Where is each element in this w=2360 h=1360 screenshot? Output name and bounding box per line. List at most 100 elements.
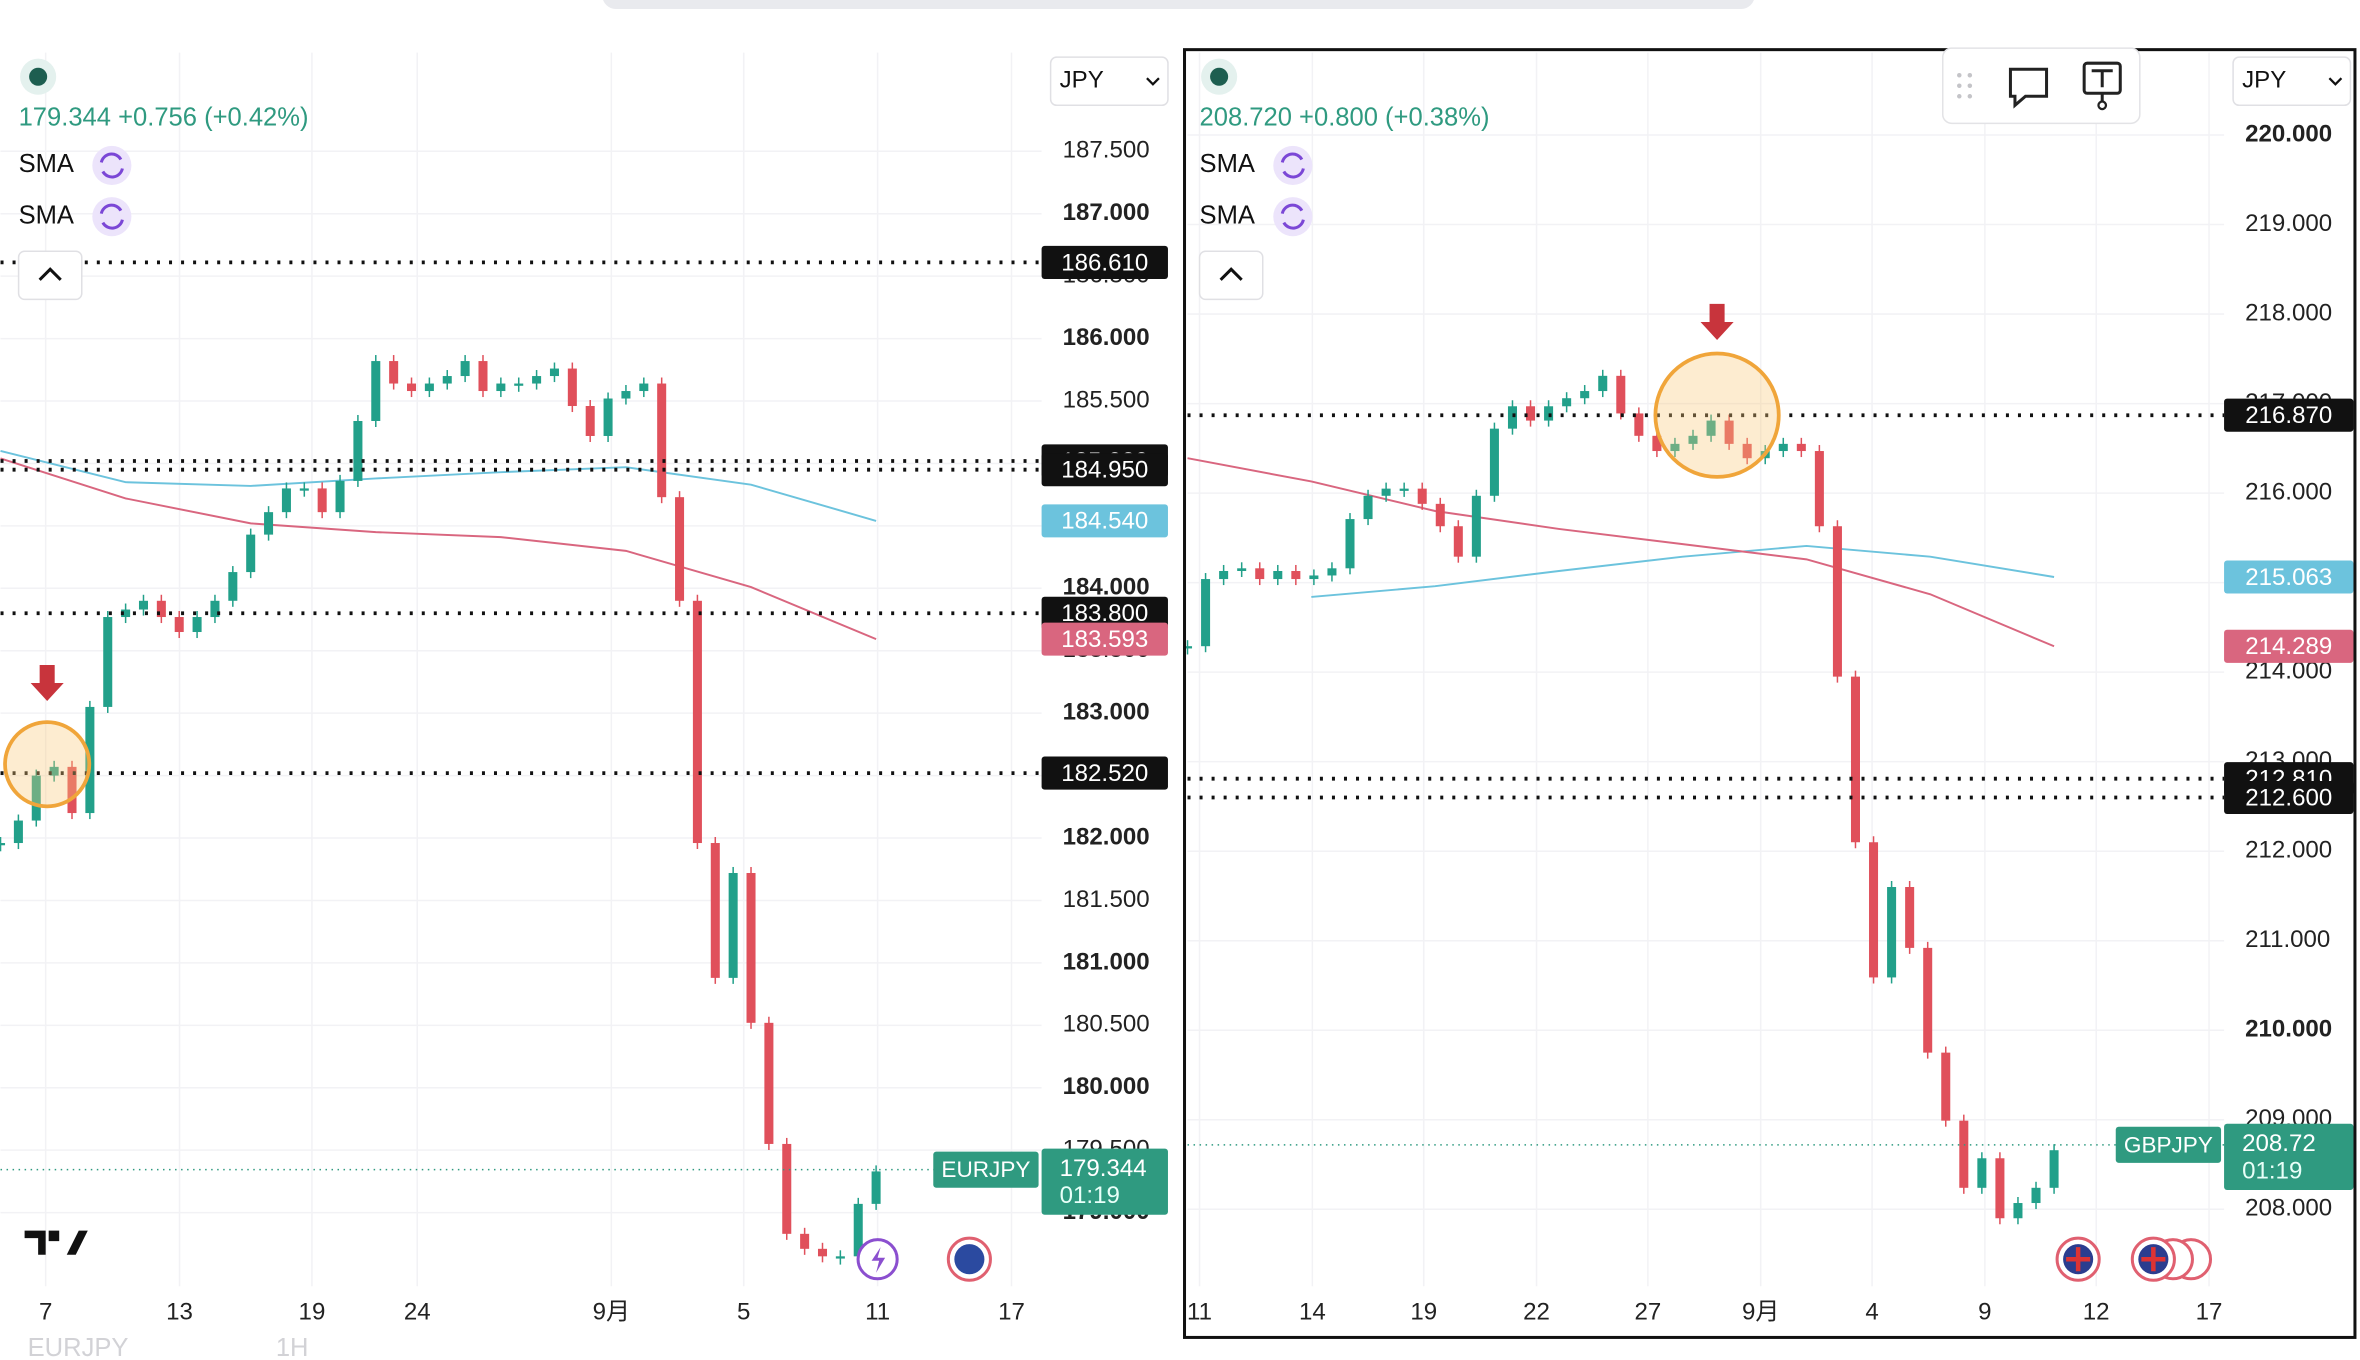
status-dot	[29, 67, 48, 86]
sma-badge-bg	[1041, 622, 1168, 656]
indicator-icon[interactable]	[92, 145, 132, 186]
indicator-name[interactable]: SMA	[1200, 150, 1255, 178]
candle-body	[1778, 443, 1788, 452]
indicator-name[interactable]: SMA	[19, 201, 74, 229]
drawing-toolbar	[1941, 47, 2141, 125]
candle-body	[1562, 398, 1572, 407]
price-badge-bg	[2224, 1123, 2354, 1190]
x-tick-label: 11	[865, 1299, 890, 1326]
candle-body	[121, 609, 131, 618]
x-tick-label: 9月	[1742, 1299, 1779, 1326]
candle-body	[210, 600, 220, 618]
x-tick-label: 9	[1978, 1299, 1991, 1326]
candle-body	[782, 1143, 792, 1234]
candle-body	[1941, 1052, 1951, 1121]
y-tick-label: 210.000	[2245, 1016, 2332, 1043]
candle-body	[478, 361, 488, 392]
dropdown-caret	[1146, 77, 1160, 86]
candle-body	[1526, 406, 1536, 421]
candle-body	[853, 1203, 863, 1257]
candle-body	[1489, 428, 1499, 496]
text-tool-button[interactable]	[2082, 61, 2122, 111]
candle-body	[335, 480, 345, 513]
candle-body	[67, 766, 77, 814]
candle-body	[657, 383, 667, 498]
candle-body	[871, 1171, 881, 1204]
x-tick-label: 14	[1299, 1299, 1326, 1326]
symbol-tag: GBPJPY	[2124, 1132, 2213, 1157]
candle-body	[1327, 568, 1337, 576]
eu-flag-icon[interactable]	[946, 1236, 992, 1282]
candle-body	[299, 488, 309, 491]
x-tick-label: 22	[1523, 1299, 1550, 1326]
indicator-name[interactable]: SMA	[19, 150, 74, 178]
candle-body	[1652, 435, 1662, 452]
candle-body	[514, 383, 524, 386]
collapse-button[interactable]	[17, 250, 83, 301]
currency-dropdown[interactable]	[1049, 56, 1169, 107]
candle-body	[1706, 420, 1716, 436]
level-badge-bg	[1041, 453, 1168, 487]
candle-body	[710, 843, 720, 978]
level-badge: 216.870	[2245, 402, 2332, 429]
level-badge-bg	[1041, 756, 1168, 790]
candle-body	[442, 376, 452, 384]
x-tick-label: 11	[1187, 1299, 1212, 1326]
indicator-icon[interactable]	[1273, 197, 1313, 237]
candle-body	[31, 775, 41, 821]
candle-body	[460, 361, 470, 377]
candle-body	[1237, 568, 1247, 571]
sma-line	[0, 457, 877, 641]
candle-body	[1417, 488, 1427, 504]
x-tick-label: 4	[1865, 1299, 1878, 1326]
candle-body	[103, 617, 113, 707]
candle-body	[1634, 413, 1644, 436]
sma-badge: 183.593	[1061, 626, 1148, 653]
indicator-icon[interactable]	[92, 197, 132, 237]
highlight-circle	[1653, 351, 1781, 479]
toolbar-panel	[1941, 47, 2141, 125]
collapse-chevron	[38, 267, 62, 281]
candle-body	[1959, 1120, 1969, 1188]
candle-body	[1688, 435, 1698, 444]
dropdown-caret	[2328, 77, 2343, 86]
comment-button[interactable]	[2008, 67, 2049, 109]
indicator-icon[interactable]	[1273, 145, 1313, 186]
candle-body	[1291, 570, 1301, 580]
level-badge: 186.610	[1061, 249, 1148, 276]
symbol-tag-bg	[2115, 1126, 2222, 1163]
x-tick-label: 19	[299, 1299, 326, 1326]
x-tick-label: 9月	[593, 1299, 630, 1326]
candle-body	[228, 572, 238, 601]
indicator-icon-glyph	[99, 152, 124, 179]
candle-body	[1580, 391, 1590, 399]
sma-badge: 215.063	[2245, 564, 2332, 591]
sma-badge: 184.540	[1061, 508, 1148, 535]
currency-dropdown[interactable]	[2232, 56, 2352, 107]
candle-body	[1399, 488, 1409, 491]
events-bolt	[871, 1247, 886, 1273]
uk-flag-icon[interactable]	[2055, 1236, 2101, 1282]
y-tick-label: 186.000	[1063, 324, 1150, 351]
indicator-name[interactable]: SMA	[1200, 201, 1255, 229]
level-badge-bg	[2224, 780, 2354, 815]
collapse-button[interactable]	[1198, 250, 1264, 301]
candle-body	[1507, 406, 1517, 429]
candle-body	[353, 420, 363, 481]
event-icons[interactable]	[2130, 1236, 2213, 1282]
candle-body	[1796, 443, 1806, 452]
candle-body	[1363, 495, 1373, 520]
y-tick-label: 182.000	[1063, 823, 1150, 850]
price-badge-bg	[1041, 1148, 1168, 1215]
interval-watermark: 1H	[276, 1334, 309, 1360]
highlight-circle	[3, 720, 92, 809]
indicator-icon-glyph	[1280, 203, 1305, 230]
candle-body	[621, 391, 631, 399]
candle-body	[1814, 451, 1824, 527]
candle-body	[407, 383, 417, 392]
down-arrow	[1700, 303, 1734, 340]
y-tick-label: 219.000	[2245, 210, 2332, 237]
candle-body	[281, 488, 291, 513]
x-tick-label: 7	[39, 1299, 52, 1326]
